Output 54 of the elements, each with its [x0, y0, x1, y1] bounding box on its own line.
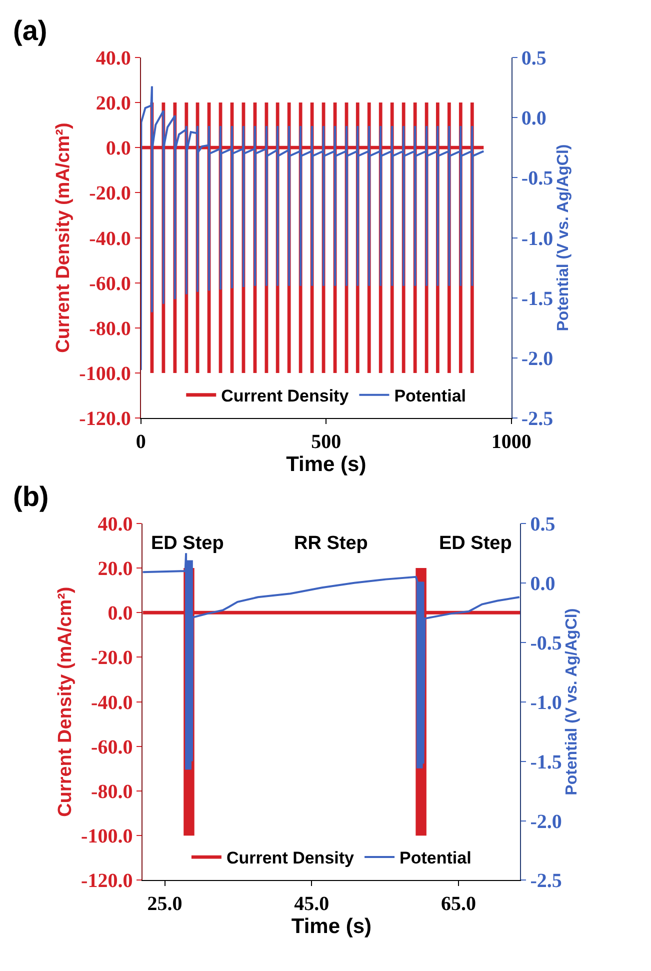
- legend-label: Potential: [400, 848, 472, 868]
- y2-axis-title: Potential (V vs. Ag/AgCl): [564, 608, 581, 796]
- annotation: RR Step: [294, 533, 368, 554]
- y2-tick-label: -2.0: [530, 810, 562, 833]
- x-tick-label: 500: [311, 431, 342, 454]
- y-tick-label: 0.0: [108, 602, 133, 625]
- y-tick-label: 40.0: [96, 47, 131, 70]
- y-tick-label: -120.0: [81, 870, 133, 892]
- y2-tick-label: 0.0: [521, 108, 546, 130]
- y2-tick-label: -2.5: [521, 408, 554, 430]
- y2-tick-label: -2.0: [521, 348, 554, 370]
- y-tick-label: -100.0: [81, 826, 133, 848]
- x-tick-label: 65.0: [441, 893, 476, 916]
- y-tick-label: -20.0: [89, 182, 131, 205]
- y2-tick-label: -1.0: [521, 228, 554, 250]
- y-tick-label: -40.0: [89, 228, 131, 250]
- y2-tick-label: 0.0: [530, 572, 556, 595]
- x-tick-label: 1000: [491, 431, 532, 454]
- y2-tick-label: 0.5: [530, 513, 556, 536]
- y2-tick-label: -2.5: [530, 870, 562, 892]
- y-tick-label: -100.0: [79, 362, 131, 385]
- x-tick-label: 25.0: [147, 893, 182, 916]
- legend-label: Potential: [394, 386, 466, 406]
- y-tick-label: 40.0: [98, 513, 133, 536]
- y2-tick-label: -0.5: [521, 168, 554, 190]
- y2-tick-label: -0.5: [530, 632, 562, 654]
- y-tick-label: -20.0: [91, 647, 133, 670]
- y-tick-label: -60.0: [91, 736, 133, 758]
- y-tick-label: -80.0: [91, 781, 133, 804]
- y-tick-label: -40.0: [91, 692, 133, 714]
- x-axis-title: Time (s): [286, 453, 366, 476]
- y-axis-title: Current Density (mA/cm²): [54, 586, 76, 817]
- y2-tick-label: -1.5: [521, 288, 554, 310]
- y-tick-label: -120.0: [79, 408, 131, 430]
- y-tick-label: 20.0: [98, 558, 133, 580]
- y-axis-title: Current Density (mA/cm²): [53, 122, 74, 353]
- line-series: [142, 552, 520, 771]
- x-tick-label: 0: [136, 431, 146, 454]
- annotation: ED Step: [151, 533, 224, 554]
- y-tick-label: -80.0: [89, 318, 131, 340]
- x-axis-title: Time (s): [291, 915, 372, 938]
- y-tick-label: 20.0: [96, 92, 131, 115]
- x-tick-label: 45.0: [294, 893, 330, 916]
- chart-title: (a): [13, 15, 48, 46]
- legend-label: Current Density: [221, 386, 350, 406]
- legend-label: Current Density: [226, 848, 355, 868]
- y2-tick-label: 0.5: [521, 47, 546, 70]
- chart-title: (b): [13, 481, 49, 512]
- y2-tick-label: -1.0: [530, 692, 562, 714]
- y2-axis-title: Potential (V vs. Ag/AgCl): [554, 144, 572, 332]
- y-tick-label: -60.0: [89, 272, 131, 295]
- annotation: ED Step: [439, 533, 512, 554]
- y-tick-label: 0.0: [106, 138, 131, 160]
- y2-tick-label: -1.5: [530, 751, 562, 774]
